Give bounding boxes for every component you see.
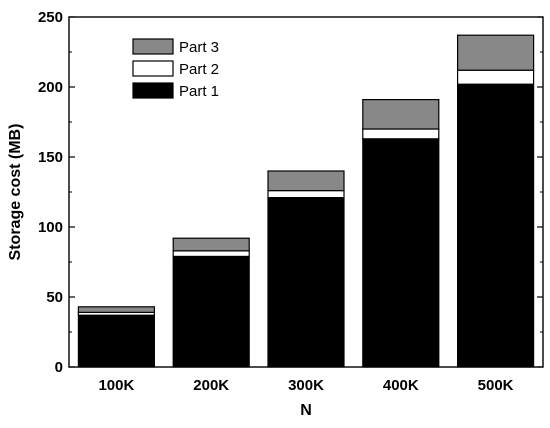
x-tick-label: 200K: [193, 377, 229, 394]
x-tick-label: 400K: [383, 377, 419, 394]
axes-layer: 100K 200K 300K 400K 500K 0 50 100 150 200 250: [38, 9, 544, 394]
legend-label-part-3: Part 3: [179, 39, 219, 56]
bar-segment-part-2-500k: [457, 69, 535, 85]
bar-segment-part-1-200k: [172, 255, 250, 368]
y-tick-label: 100: [38, 219, 63, 236]
bar-segment-part-2-200k: [172, 250, 250, 258]
legend-swatch-part-1: [132, 82, 174, 99]
x-axis-title: N: [300, 402, 312, 419]
bar-segment-part-1-500k: [457, 83, 535, 368]
y-tick-label: 250: [38, 9, 63, 26]
bar-segment-part-2-400k: [362, 128, 440, 140]
bar-segment-part-1-300k: [267, 197, 345, 368]
legend-swatch-part-3: [132, 38, 174, 55]
bar-segment-part-3-300k: [267, 170, 345, 192]
legend: Part 3 Part 2 Part 1: [132, 38, 219, 100]
bar-segment-part-3-500k: [457, 34, 535, 71]
bar-segment-part-3-400k: [362, 98, 440, 130]
legend-swatch-part-2: [132, 60, 174, 77]
bar-segment-part-1-100k: [77, 314, 156, 368]
legend-label-part-1: Part 1: [179, 83, 219, 100]
bar-segment-part-1-400k: [362, 138, 440, 368]
legend-label-part-2: Part 2: [179, 61, 219, 78]
bar-segment-part-3-200k: [172, 237, 250, 252]
x-tick-label: 500K: [478, 377, 514, 394]
bar-segment-part-3-100k: [77, 306, 156, 313]
y-tick-label: 150: [38, 149, 63, 166]
y-axis-title: Storage cost (MB): [7, 124, 24, 261]
x-tick-label: 300K: [288, 377, 324, 394]
x-tick-label: 100K: [98, 377, 134, 394]
bar-segment-part-2-300k: [267, 190, 345, 199]
y-tick-label: 0: [55, 359, 63, 376]
bars-layer: [77, 34, 535, 368]
y-tick-label: 50: [46, 289, 63, 306]
y-tick-label: 200: [38, 79, 63, 96]
